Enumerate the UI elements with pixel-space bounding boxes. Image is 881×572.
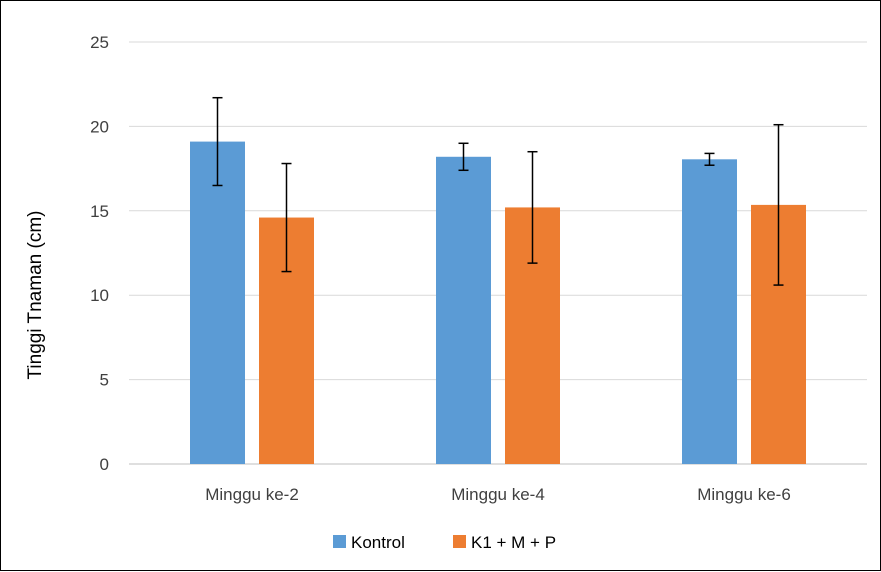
bar xyxy=(436,156,491,464)
legend: Kontrol K1 + M + P xyxy=(333,533,556,552)
legend-swatch xyxy=(453,535,466,548)
error-bars xyxy=(212,96,784,286)
gridlines xyxy=(129,41,867,465)
bars xyxy=(190,141,806,465)
legend-label: K1 + M + P xyxy=(471,533,556,552)
bar xyxy=(682,159,737,465)
y-axis-ticks: 0 5 10 15 20 25 xyxy=(90,33,109,474)
legend-swatch xyxy=(333,535,346,548)
y-tick-label: 5 xyxy=(100,371,109,390)
y-tick-label: 25 xyxy=(90,33,109,52)
x-tick-label: Minggu ke-2 xyxy=(205,485,299,504)
x-tick-label: Minggu ke-6 xyxy=(697,485,791,504)
bar xyxy=(190,141,245,465)
y-tick-label: 15 xyxy=(90,202,109,221)
x-axis-ticks: Minggu ke-2 Minggu ke-4 Minggu ke-6 xyxy=(205,485,791,504)
x-tick-label: Minggu ke-4 xyxy=(451,485,545,504)
y-tick-label: 0 xyxy=(100,455,109,474)
y-tick-label: 10 xyxy=(90,286,109,305)
y-axis-title: Tinggi Tnaman (cm) xyxy=(25,211,46,380)
legend-label: Kontrol xyxy=(351,533,405,552)
y-tick-label: 20 xyxy=(90,117,109,136)
